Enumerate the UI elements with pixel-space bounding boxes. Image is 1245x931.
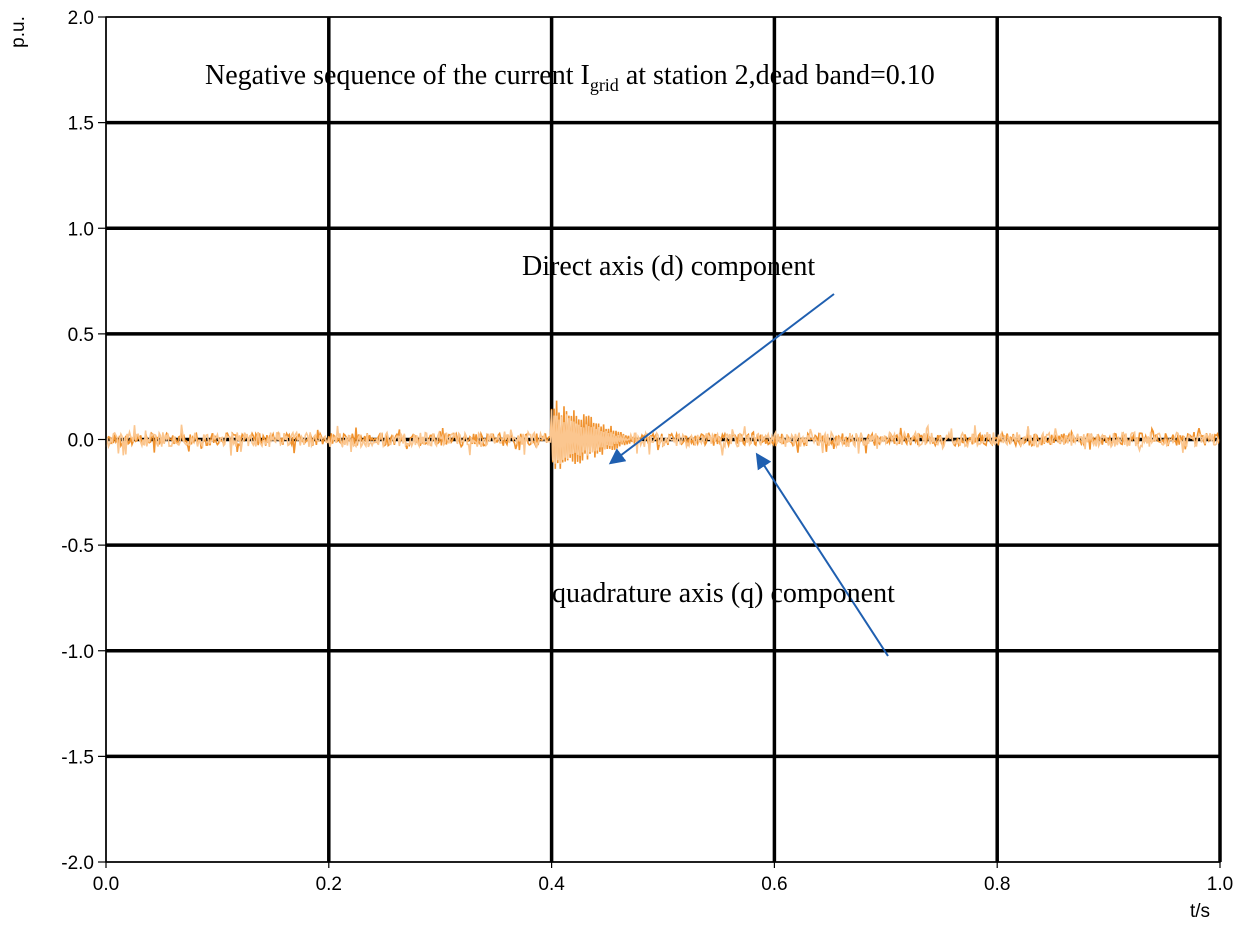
annotation-quadrature-axis: quadrature axis (q) component xyxy=(552,578,895,609)
x-tick-label: 0.2 xyxy=(316,874,342,895)
chart-title: Negative sequence of the current Igrid a… xyxy=(205,60,935,95)
y-tick-label: -1.5 xyxy=(61,747,94,768)
plot-frame xyxy=(105,16,1221,863)
x-tick-label: 1.0 xyxy=(1207,874,1233,895)
y-tick-label: 1.0 xyxy=(68,219,94,240)
x-tick-label: 0.6 xyxy=(761,874,787,895)
arrow-quadrature-axis xyxy=(755,452,889,657)
y-tick-label: 0.0 xyxy=(68,431,94,452)
annotations xyxy=(608,293,889,657)
y-tick-label: 2.0 xyxy=(68,8,94,29)
series-line-d-axis xyxy=(105,400,1221,469)
axes: 0.0 0.2 0.4 0.6 0.8 1.0 2.0 1.5 1.0 0.5 0.0 -0.5 -1.… xyxy=(61,8,1233,895)
y-axis-label: p.u. xyxy=(8,16,29,48)
x-tick-label: 0.4 xyxy=(538,874,565,895)
y-tick-label: -1.0 xyxy=(61,642,94,663)
y-tick-label: 0.5 xyxy=(68,325,94,346)
y-tick-label: 1.5 xyxy=(68,114,94,135)
chart-title-tail: at station 2,dead band=0.10 xyxy=(619,60,935,91)
chart-title-subscript: grid xyxy=(590,75,619,95)
x-tick-label: 0.8 xyxy=(984,874,1010,895)
x-axis-label: t/s xyxy=(1190,901,1210,922)
chart-title-main: Negative sequence of the current I xyxy=(205,60,590,91)
arrow-direct-axis xyxy=(608,293,835,465)
annotation-direct-axis: Direct axis (d) component xyxy=(522,251,815,282)
y-tick-label: -2.0 xyxy=(61,853,94,874)
y-tick-label: -0.5 xyxy=(61,536,94,557)
series-line-q-axis xyxy=(105,410,1221,464)
series-group xyxy=(105,400,1221,469)
x-tick-label: 0.0 xyxy=(93,874,119,895)
